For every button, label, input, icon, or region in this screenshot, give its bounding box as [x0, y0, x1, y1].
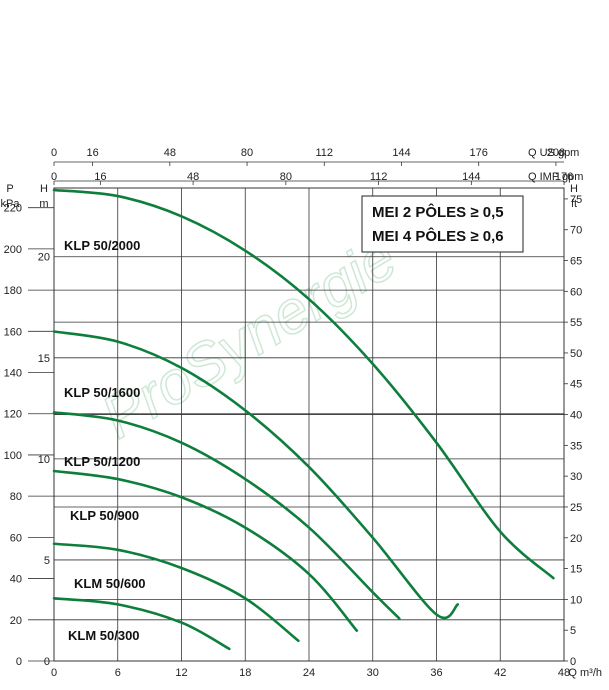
- ft-tick-label: 10: [570, 594, 582, 606]
- imp-gpm-tick-label: 48: [187, 171, 199, 183]
- series-line: [52, 469, 359, 632]
- x-tick-label: 0: [51, 667, 57, 679]
- m-tick-label: 10: [38, 454, 50, 466]
- m-tick-label: 15: [38, 353, 50, 365]
- kpa-tick-label: 120: [4, 409, 22, 421]
- ft-tick-label: 30: [570, 471, 582, 483]
- ft-tick-label: 15: [570, 564, 582, 576]
- ft-tick-label: 75: [570, 194, 582, 206]
- x-tick-label: 6: [115, 667, 121, 679]
- series-label: KLM 50/300: [68, 628, 140, 643]
- ft-tick-label: 25: [570, 502, 582, 514]
- ft-tick-label: 50: [570, 348, 582, 360]
- ft-tick-label: 20: [570, 533, 582, 545]
- x-tick-label: 36: [430, 667, 442, 679]
- ft-axis-symbol: H: [570, 183, 578, 195]
- series-line: [52, 597, 231, 651]
- mei-annotation-box: [361, 195, 524, 253]
- ft-tick-label: 45: [570, 379, 582, 391]
- us-gpm-tick-label: 0: [51, 147, 57, 159]
- kpa-tick-label: 200: [4, 244, 22, 256]
- kpa-tick-label: 140: [4, 368, 22, 380]
- us-gpm-tick-label: 208: [547, 147, 565, 159]
- ft-tick-label: 35: [570, 440, 582, 452]
- ft-tick-label: 70: [570, 225, 582, 237]
- m-tick-label: 5: [44, 555, 50, 567]
- x-tick-label: 18: [239, 667, 251, 679]
- kpa-tick-label: 180: [4, 285, 22, 297]
- series-label: KLP 50/900: [70, 508, 139, 523]
- mei-annotation: MEI 2 PÔLES ≥ 0,5 MEI 4 PÔLES ≥ 0,6: [361, 195, 524, 253]
- x-tick-label: 30: [367, 667, 379, 679]
- ft-tick-label: 55: [570, 317, 582, 329]
- grid-layer: [28, 187, 568, 662]
- mei-annotation-line: MEI 2 PÔLES ≥ 0,5: [372, 203, 504, 221]
- series-line: [52, 330, 460, 620]
- us-gpm-tick-label: 80: [241, 147, 253, 159]
- us-gpm-axis-label: Q US gpm: [528, 147, 579, 159]
- ft-tick-label: 5: [570, 625, 576, 637]
- x-axis-label: Q m³/h: [568, 667, 602, 679]
- x-tick-label: 12: [175, 667, 187, 679]
- series-label: KLP 50/1200: [64, 454, 140, 469]
- ft-tick-label: 60: [570, 286, 582, 298]
- ft-axis-unit: ft: [571, 198, 577, 210]
- us-gpm-tick-label: 144: [392, 147, 410, 159]
- imp-gpm-tick-label: 144: [462, 171, 480, 183]
- ft-tick-label: 40: [570, 410, 582, 422]
- series-line: [52, 411, 401, 620]
- imp-gpm-tick-label: 16: [94, 171, 106, 183]
- kpa-tick-label: 40: [10, 574, 22, 586]
- kpa-tick-label: 0: [16, 656, 22, 668]
- watermark-layer: ProSynergie: [89, 223, 408, 452]
- imp-gpm-tick-label: 80: [280, 171, 292, 183]
- ft-tick-label: 65: [570, 256, 582, 268]
- us-gpm-tick-label: 48: [164, 147, 176, 159]
- x-tick-label: 24: [303, 667, 315, 679]
- kpa-tick-label: 100: [4, 450, 22, 462]
- us-gpm-tick-label: 176: [470, 147, 488, 159]
- m-tick-label: 20: [38, 252, 50, 264]
- kpa-axis-unit: kPa: [1, 198, 21, 210]
- x-tick-label: 42: [494, 667, 506, 679]
- axis-layer: 0 6 12 18 24 30 36 42 48Q m³/h051015200204060801…: [1, 147, 602, 679]
- series-label: KLM 50/600: [74, 576, 146, 591]
- m-axis-unit: m: [39, 198, 48, 210]
- kpa-tick-label: 160: [4, 326, 22, 338]
- imp-gpm-tick-label: 176: [555, 171, 573, 183]
- x-tick-label: 48: [558, 667, 570, 679]
- imp-gpm-tick-label: 112: [370, 171, 388, 183]
- kpa-tick-label: 80: [10, 491, 22, 503]
- curve-layer: [52, 188, 555, 651]
- kpa-tick-label: 220: [4, 203, 22, 215]
- series-line: [52, 188, 555, 580]
- series-label: KLP 50/1600: [64, 385, 140, 400]
- kpa-tick-label: 60: [10, 532, 22, 544]
- ft-tick-label: 0: [570, 656, 576, 668]
- us-gpm-tick-label: 16: [86, 147, 98, 159]
- watermark-text: ProSynergie: [90, 224, 408, 451]
- series-label: KLP 50/2000: [64, 238, 140, 253]
- series-line: [52, 542, 300, 643]
- kpa-tick-label: 20: [10, 615, 22, 627]
- m-tick-label: 0: [44, 656, 50, 668]
- mei-annotation-line: MEI 4 PÔLES ≥ 0,6: [372, 227, 504, 245]
- kpa-axis-symbol: P: [6, 183, 13, 195]
- imp-gpm-tick-label: 0: [51, 171, 57, 183]
- label-layer: KLP 50/2000 KLP 50/1600 KLP 50/1200 KLP 50/…: [64, 195, 524, 643]
- us-gpm-tick-label: 112: [315, 147, 333, 159]
- m-axis-symbol: H: [40, 183, 48, 195]
- imp-gpm-axis-label: Q IMP gpm: [528, 171, 583, 183]
